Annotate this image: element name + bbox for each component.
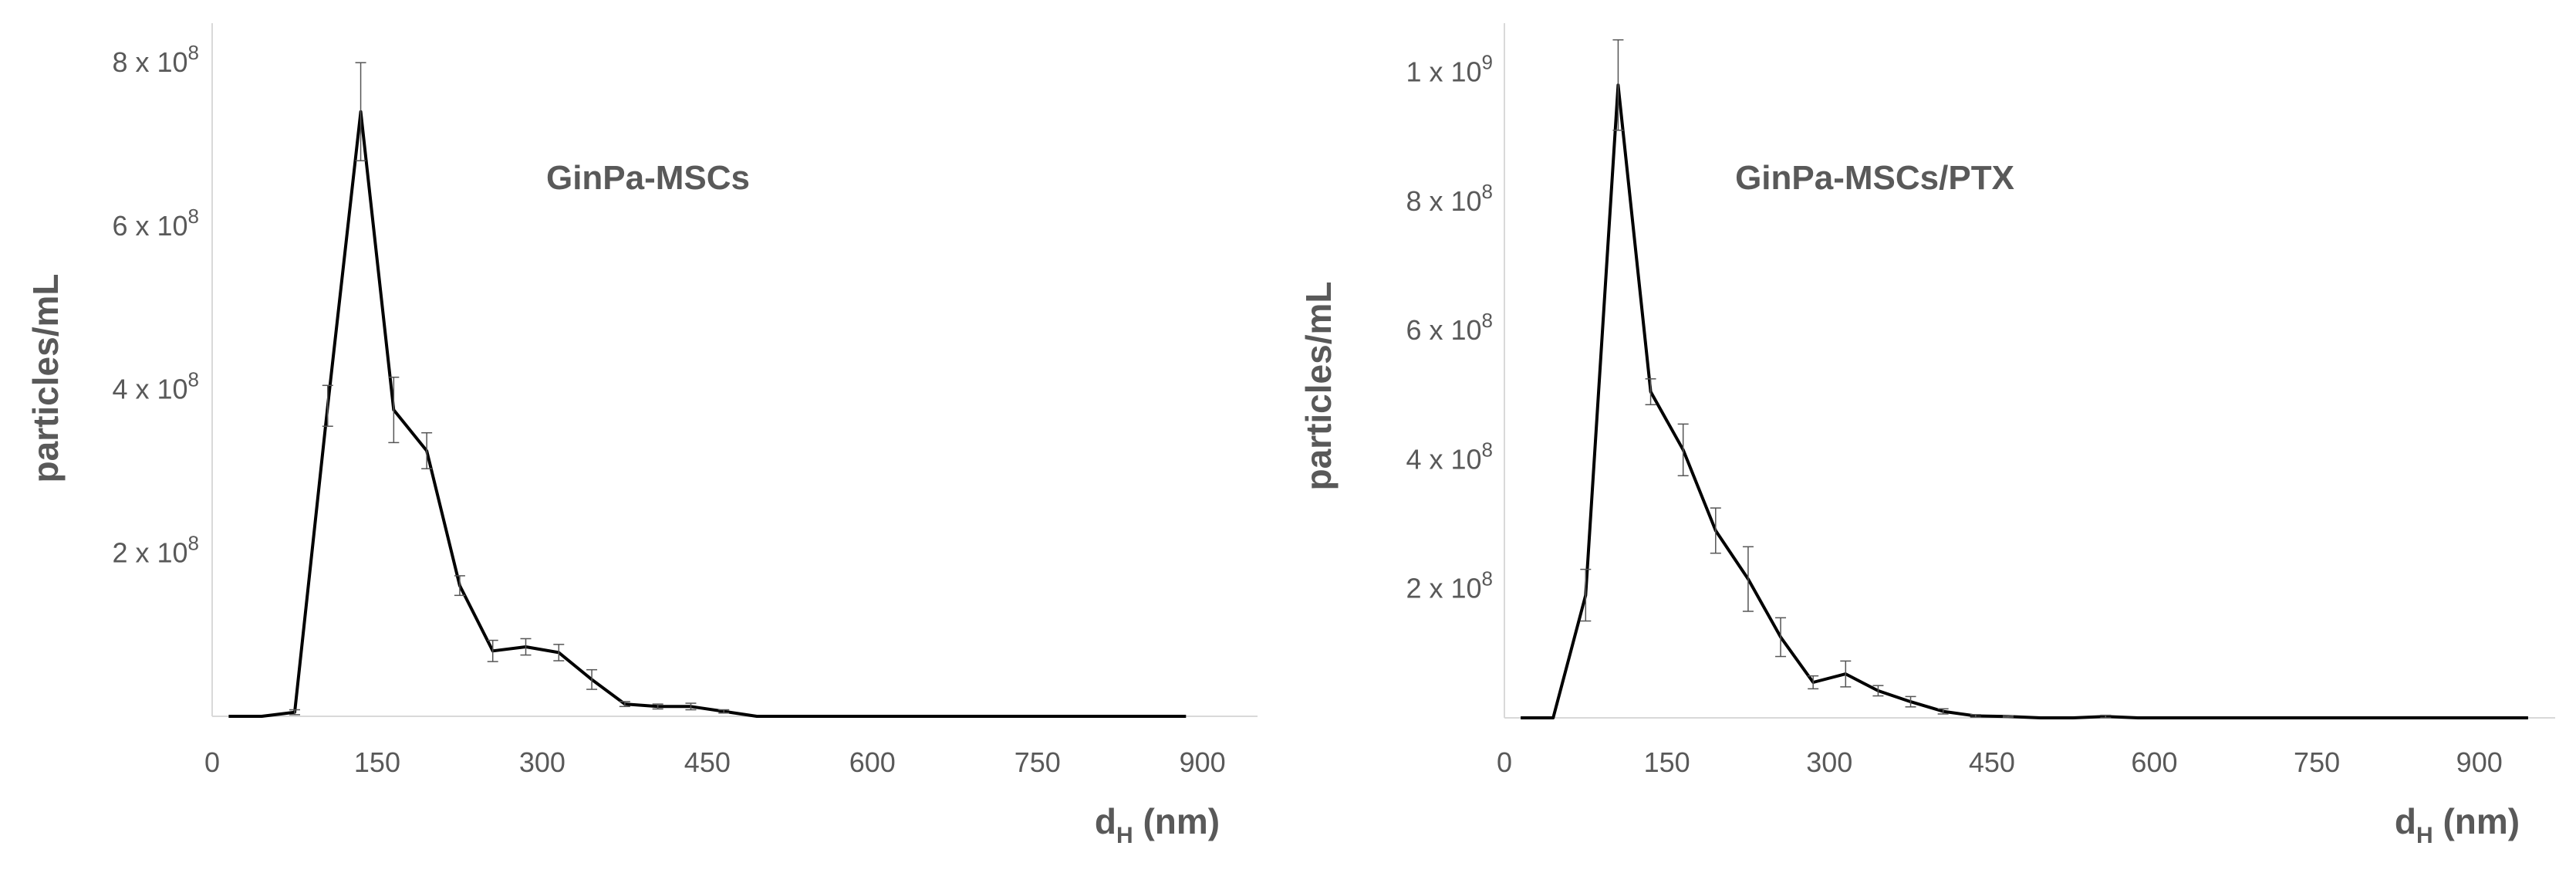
y-tick-exp: 8 xyxy=(1482,438,1493,461)
y-tick-coef: 2 x 10 xyxy=(112,536,187,568)
y-tick-label: 1 x 109 xyxy=(1406,50,1493,87)
error-bar xyxy=(553,644,565,662)
series-line xyxy=(228,110,1187,718)
error-bar xyxy=(1840,660,1852,688)
y-tick-coef: 8 x 10 xyxy=(112,46,187,78)
y-tick-label: 4 x 108 xyxy=(1406,438,1493,475)
error-bar xyxy=(520,638,532,656)
error-bar xyxy=(2100,714,2112,719)
x-tick-label: 450 xyxy=(1969,746,2015,778)
x-axis-label-main: d xyxy=(2395,801,2416,841)
x-tick-label: 300 xyxy=(519,746,566,778)
x-tick-label: 0 xyxy=(204,746,220,778)
error-bar xyxy=(1710,507,1721,554)
x-axis-label-unit: (nm) xyxy=(1133,801,1220,841)
error-bar xyxy=(421,431,433,470)
y-tick-label: 2 x 108 xyxy=(112,531,199,568)
y-tick-coef: 2 x 10 xyxy=(1406,573,1481,604)
y-tick-exp: 8 xyxy=(188,41,199,64)
y-tick-coef: 4 x 10 xyxy=(1406,443,1481,475)
error-bar xyxy=(1905,695,1916,708)
y-tick-exp: 8 xyxy=(188,368,199,391)
y-tick-label: 6 x 108 xyxy=(112,205,199,242)
error-bar xyxy=(586,668,598,690)
x-axis-label-unit: (nm) xyxy=(2433,801,2520,841)
y-tick-coef: 4 x 10 xyxy=(112,374,187,405)
y-axis-label: particles/mL xyxy=(25,274,66,483)
y-tick-exp: 9 xyxy=(1482,50,1493,73)
y-tick-coef: 6 x 10 xyxy=(1406,314,1481,346)
error-bar xyxy=(1677,423,1689,477)
y-axis-label: particles/mL xyxy=(1298,282,1339,491)
x-tick-label: 900 xyxy=(2456,746,2503,778)
x-tick-label: 900 xyxy=(1180,746,1226,778)
error-bar xyxy=(685,702,697,711)
x-tick-label: 0 xyxy=(1497,746,1512,778)
error-bar xyxy=(619,701,630,708)
error-bar xyxy=(1937,708,1949,715)
y-tick-label: 6 x 108 xyxy=(1406,309,1493,346)
error-bar xyxy=(289,709,300,716)
y-tick-label: 2 x 108 xyxy=(1406,567,1493,604)
y-tick-coef: 6 x 10 xyxy=(112,210,187,242)
x-tick-label: 600 xyxy=(849,746,896,778)
y-tick-coef: 8 x 10 xyxy=(1406,185,1481,217)
x-tick-label: 750 xyxy=(1015,746,1061,778)
chart-title: GinPa-MSCs xyxy=(546,159,750,197)
error-bar xyxy=(487,639,498,662)
x-tick-label: 450 xyxy=(684,746,731,778)
chart-title: GinPa-MSCs/PTX xyxy=(1735,159,2014,197)
error-bar xyxy=(1872,685,1884,697)
error-bar xyxy=(355,62,366,161)
error-bar xyxy=(1742,546,1754,612)
x-axis-label-sub: H xyxy=(2416,823,2433,848)
x-tick-label: 750 xyxy=(2294,746,2340,778)
x-axis-label: dH (nm) xyxy=(2395,801,2520,848)
y-tick-exp: 8 xyxy=(1482,309,1493,332)
error-bar xyxy=(388,376,400,444)
error-bar xyxy=(454,575,465,597)
error-bar xyxy=(1775,617,1787,658)
chart-1: GinPa-MSCs particles/mL dH (nm) 0 150 300 450 6… xyxy=(25,23,1258,848)
y-tick-label: 8 x 108 xyxy=(112,41,199,78)
x-axis-label: dH (nm) xyxy=(1095,801,1220,848)
error-bar xyxy=(718,709,730,714)
error-bar xyxy=(652,703,663,710)
y-tick-label: 8 x 108 xyxy=(1406,180,1493,217)
y-tick-exp: 8 xyxy=(1482,567,1493,590)
error-bar xyxy=(2002,715,2014,718)
y-tick-exp: 8 xyxy=(1482,180,1493,203)
x-tick-label: 300 xyxy=(1806,746,1852,778)
y-tick-exp: 8 xyxy=(188,531,199,554)
y-tick-label: 4 x 108 xyxy=(112,368,199,405)
y-tick-exp: 8 xyxy=(188,205,199,228)
x-axis-label-main: d xyxy=(1095,801,1116,841)
error-bar xyxy=(1645,378,1656,406)
error-bar xyxy=(1612,39,1624,131)
series-line xyxy=(1521,83,2528,719)
x-tick-label: 150 xyxy=(354,746,400,778)
x-axis-label-sub: H xyxy=(1116,823,1133,848)
chart-2: GinPa-MSCs/PTX particles/mL dH (nm) 0 150 300… xyxy=(1298,23,2555,848)
error-bar xyxy=(322,384,333,427)
error-bar xyxy=(1970,714,1981,718)
error-bar xyxy=(1808,675,1819,690)
error-bar xyxy=(1580,568,1592,622)
y-tick-coef: 1 x 10 xyxy=(1406,56,1481,87)
x-tick-label: 150 xyxy=(1644,746,1690,778)
x-tick-label: 600 xyxy=(2131,746,2177,778)
